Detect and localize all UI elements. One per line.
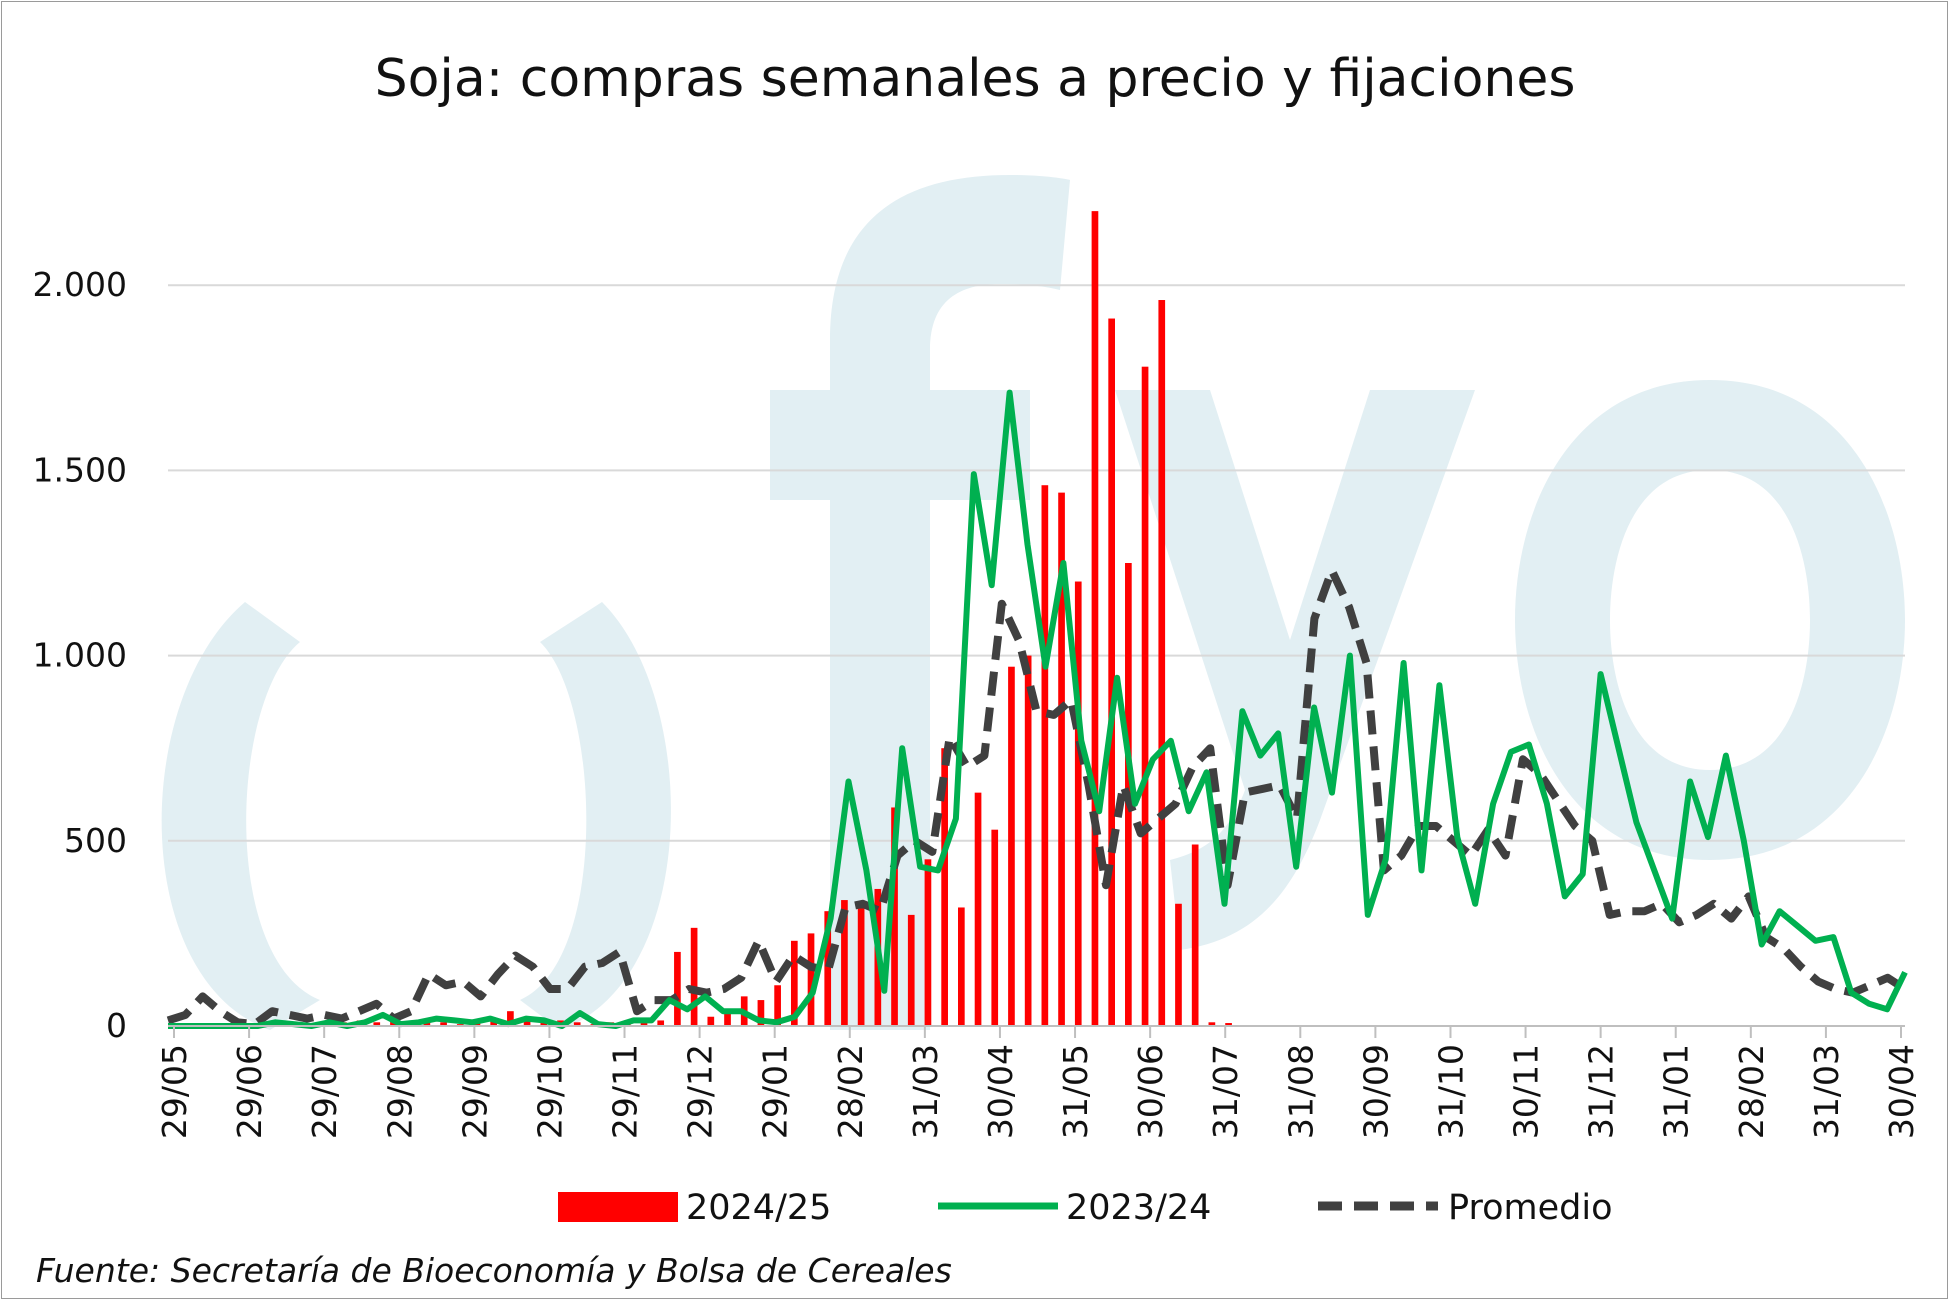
- x-tick-label: 30/11: [1507, 1044, 1546, 1139]
- bar-2024-25: [373, 1022, 381, 1026]
- bar-2024-25: [657, 1020, 665, 1026]
- x-tick-label: 29/12: [681, 1044, 720, 1139]
- bar-2024-25: [540, 1022, 548, 1026]
- bar-2024-25: [790, 940, 798, 1026]
- y-axis-ticks: 0 500 1.000 1.500 2.000: [33, 265, 127, 1045]
- bar-2024-25: [1208, 1022, 1216, 1026]
- bar-2024-25: [690, 927, 698, 1026]
- source-note: Fuente: Secretaría de Bioeconomía y Bols…: [36, 1251, 952, 1290]
- x-tick-label: 30/09: [1356, 1044, 1395, 1139]
- x-tick-label: 31/03: [906, 1044, 945, 1139]
- bar-2024-25: [891, 807, 898, 1026]
- bar-2024-25: [841, 900, 848, 1026]
- x-tick-label: 29/11: [606, 1044, 645, 1139]
- x-tick-label: 31/03: [1807, 1044, 1846, 1139]
- legend-label-promedio: Promedio: [1448, 1188, 1613, 1228]
- bar-2024-25: [507, 1011, 514, 1026]
- x-tick-label: 28/02: [1732, 1044, 1771, 1139]
- bar-2024-25: [824, 911, 832, 1026]
- bar-2024-25: [1024, 655, 1032, 1026]
- bar-2024-25: [1008, 666, 1015, 1026]
- x-tick-label: 30/06: [1131, 1044, 1170, 1139]
- x-tick-label: 29/08: [380, 1044, 419, 1139]
- bar-2024-25: [523, 1018, 531, 1026]
- bar-2024-25: [707, 1016, 715, 1026]
- x-tick-label: 29/06: [230, 1044, 269, 1139]
- bar-2024-25: [991, 829, 999, 1026]
- watermark-mid-arc: [520, 602, 671, 1030]
- line-2023-24: [168, 389, 1908, 1029]
- bar-2024-25: [1091, 211, 1099, 1026]
- x-tick-label: 31/01: [1657, 1044, 1696, 1139]
- line-promedio: [166, 566, 1908, 1029]
- x-tick-label: 31/12: [1582, 1044, 1621, 1139]
- watermark-letter-o: [1515, 380, 1905, 860]
- legend: 2024/25 2023/24 Promedio: [558, 1188, 1613, 1228]
- bar-2024-25: [674, 951, 681, 1026]
- x-tick-label: 31/10: [1431, 1044, 1470, 1139]
- bar-2024-25: [1041, 485, 1049, 1026]
- x-tick-label: 29/09: [455, 1044, 494, 1139]
- bar-2024-25: [1158, 300, 1166, 1026]
- x-tick-label: 31/07: [1206, 1044, 1245, 1139]
- bar-2024-25: [1175, 903, 1182, 1026]
- bar-2024-25: [857, 903, 865, 1026]
- legend-label-2024-25: 2024/25: [686, 1188, 831, 1228]
- x-tick-label: 29/05: [155, 1044, 194, 1139]
- x-tick-label: 30/04: [1882, 1044, 1921, 1139]
- x-tick-label: 29/01: [756, 1044, 795, 1139]
- x-tick-label: 31/08: [1281, 1044, 1320, 1139]
- bar-2024-25: [924, 859, 932, 1026]
- y-tick-label: 500: [64, 821, 127, 860]
- bar-2024-25: [1058, 492, 1065, 1026]
- bar-2024-25: [1225, 1023, 1232, 1026]
- bar-2024-25: [573, 1022, 581, 1026]
- gridlines: [168, 284, 1905, 842]
- legend-swatch-2024-25: [558, 1192, 678, 1222]
- bar-2024-25: [1108, 318, 1115, 1026]
- x-tick-label: 31/05: [1056, 1044, 1095, 1139]
- y-tick-label: 0: [106, 1006, 127, 1045]
- bar-2024-25: [1074, 581, 1082, 1026]
- chart-title: Soja: compras semanales a precio y fijac…: [375, 49, 1576, 109]
- bar-2024-25: [1191, 844, 1199, 1026]
- y-tick-label: 1.000: [33, 636, 127, 675]
- bar-2024-25: [974, 792, 982, 1026]
- x-tick-label: 28/02: [831, 1044, 870, 1139]
- bar-2024-25: [941, 748, 948, 1026]
- bar-2024-25: [774, 985, 781, 1026]
- x-tick-label: 29/10: [530, 1044, 569, 1139]
- y-tick-label: 2.000: [33, 265, 127, 304]
- bar-2024-25: [958, 907, 965, 1026]
- y-tick-label: 1.500: [33, 450, 127, 489]
- bar-2024-25: [807, 933, 815, 1026]
- bar-2024-25: [724, 1011, 731, 1026]
- bars-2024-25: [323, 211, 1232, 1026]
- bar-2024-25: [907, 914, 915, 1026]
- x-tick-label: 29/07: [305, 1044, 344, 1139]
- bar-2024-25: [440, 1022, 447, 1026]
- bar-2024-25: [1141, 366, 1149, 1026]
- series-lines: [166, 389, 1908, 1029]
- bar-2024-25: [757, 1000, 765, 1026]
- x-axis-ticks: 29/05 29/06 29/07 29/08 29/09 29/10 29/11 29/12…: [155, 1026, 1921, 1139]
- watermark-left-arc: [161, 602, 320, 1030]
- legend-label-2023-24: 2023/24: [1066, 1188, 1211, 1228]
- x-tick-label: 30/04: [981, 1044, 1020, 1139]
- watermark-letter-y: [1115, 390, 1475, 950]
